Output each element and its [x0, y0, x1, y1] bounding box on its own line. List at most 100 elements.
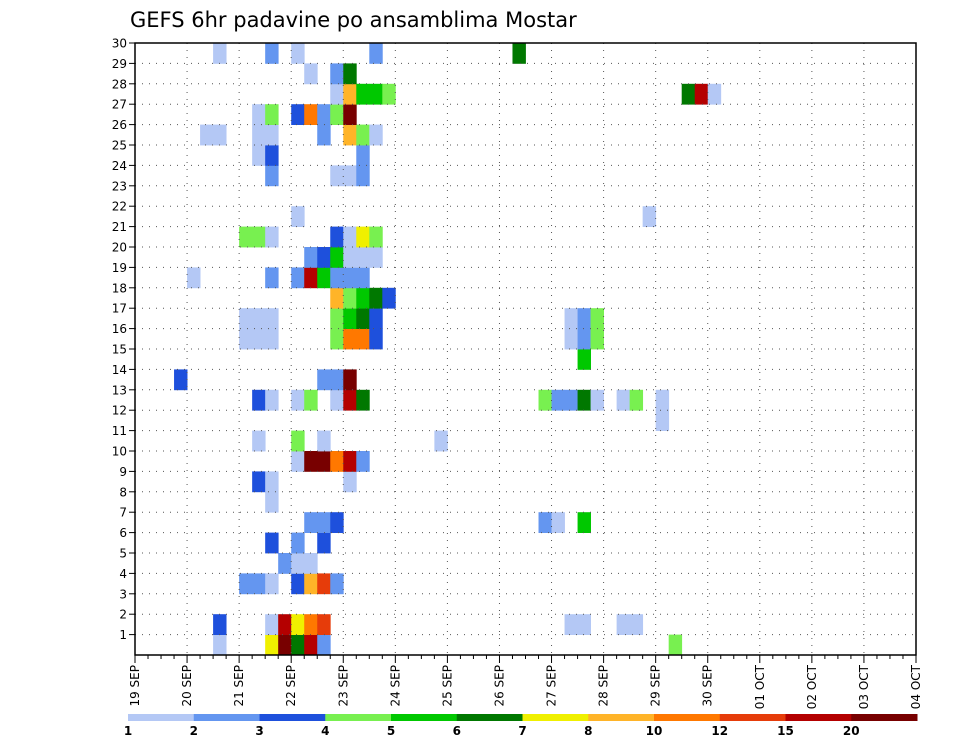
- colorbar-swatch: [785, 714, 852, 721]
- heatmap-cell: [291, 104, 305, 125]
- heatmap-cell: [551, 512, 565, 533]
- heatmap-cell: [343, 267, 357, 289]
- y-tick-label: 9: [119, 465, 127, 479]
- heatmap-cell: [577, 328, 591, 350]
- heatmap-cell: [564, 328, 578, 350]
- heatmap-cell: [291, 206, 305, 227]
- x-tick-label: 04 OCT: [909, 664, 923, 709]
- y-tick-label: 19: [112, 261, 127, 275]
- x-tick-label: 30 SEP: [701, 665, 715, 707]
- heatmap-cell: [642, 206, 657, 227]
- heatmap-cell: [343, 308, 357, 329]
- heatmap-cell: [655, 410, 670, 431]
- heatmap-cell: [343, 471, 357, 493]
- y-tick-label: 3: [119, 587, 127, 601]
- x-tick-label: 23 SEP: [336, 665, 350, 707]
- y-tick-label: 25: [112, 139, 127, 153]
- x-axis: 19 SEP 20 SEP 21 SEP 22 SEP 23 SEP 24 SEP 25 S…: [128, 655, 923, 709]
- heatmap-cell: [343, 124, 357, 146]
- heatmap-cell: [252, 573, 266, 595]
- heatmap-cell: [382, 287, 396, 309]
- heatmap-cell: [330, 63, 344, 85]
- heatmap-cell: [317, 369, 331, 391]
- chart-title: GEFS 6hr padavine po ansamblima Mostar: [130, 8, 577, 32]
- heatmap-cell: [291, 389, 305, 411]
- colorbar-label: 2: [190, 724, 198, 738]
- y-tick-label: 1: [119, 628, 127, 642]
- heatmap-cell: [577, 614, 591, 635]
- heatmap-cell: [356, 145, 370, 166]
- heatmap-cell: [343, 451, 357, 472]
- heatmap-cell: [356, 308, 370, 329]
- heatmap-cell: [616, 389, 631, 411]
- colorbar-label: 5: [387, 724, 395, 738]
- colorbar-swatch: [325, 714, 392, 721]
- heatmap-cell: [187, 267, 201, 289]
- colorbar-label: 20: [843, 724, 860, 738]
- heatmap-cell: [278, 634, 292, 656]
- heatmap-cell: [343, 287, 357, 309]
- x-tick-label: 22 SEP: [284, 665, 298, 707]
- heatmap-cell: [577, 512, 591, 533]
- colorbar-swatch: [654, 714, 721, 721]
- colorbar-swatch: [719, 714, 786, 721]
- heatmap-cell: [239, 308, 253, 329]
- heatmap-cell: [577, 308, 591, 329]
- heatmap-cell: [291, 267, 305, 289]
- heatmap-cell: [629, 614, 644, 635]
- x-tick-label: 19 SEP: [128, 665, 142, 707]
- heatmap-cell: [330, 389, 344, 411]
- heatmap-cell: [577, 389, 591, 411]
- y-tick-label: 17: [112, 302, 127, 316]
- heatmap-cell: [538, 512, 552, 533]
- x-tick-label: 27 SEP: [545, 665, 559, 707]
- heatmap-cell: [356, 267, 370, 289]
- heatmap-cell: [265, 308, 279, 329]
- heatmap-cell: [382, 83, 396, 105]
- x-tick-label: 02 OCT: [805, 664, 819, 709]
- heatmap-cell: [265, 226, 279, 248]
- heatmap-cell: [291, 553, 305, 574]
- x-tick-label: 26 SEP: [492, 665, 506, 707]
- heatmap-cell: [317, 267, 331, 289]
- heatmap-cell: [330, 369, 344, 391]
- heatmap-cell: [343, 247, 357, 268]
- heatmap-cell: [252, 389, 266, 411]
- y-tick-label: 26: [112, 118, 127, 132]
- heatmap-cell: [265, 328, 279, 350]
- heatmap-cell: [356, 451, 370, 472]
- y-tick-label: 2: [119, 608, 127, 622]
- colorbar-swatch: [851, 714, 918, 721]
- heatmap-cell: [369, 247, 383, 268]
- x-tick-label: 20 SEP: [180, 665, 194, 707]
- heatmap-cell: [317, 532, 331, 554]
- heatmap-cell: [538, 389, 552, 411]
- colorbar-swatch: [128, 714, 195, 721]
- heatmap-cell: [356, 165, 370, 187]
- heatmap-cell: [330, 247, 344, 268]
- x-tick-label: 03 OCT: [857, 664, 871, 709]
- y-tick-label: 4: [119, 567, 127, 581]
- heatmap-cell: [356, 124, 370, 146]
- heatmap-cell: [356, 328, 370, 350]
- heatmap-cell: [356, 287, 370, 309]
- y-tick-label: 5: [119, 547, 127, 561]
- x-tick-label: 28 SEP: [597, 665, 611, 707]
- x-tick-label: 25 SEP: [440, 665, 454, 707]
- heatmap-cell: [616, 614, 631, 635]
- heatmap-cell: [304, 614, 318, 635]
- colorbar-swatch: [456, 714, 523, 721]
- heatmap-cell: [551, 389, 565, 411]
- heatmap-cell: [252, 145, 266, 166]
- heatmap-cell: [291, 430, 305, 452]
- heatmap-cell: [265, 267, 279, 289]
- y-tick-label: 11: [112, 424, 127, 438]
- heatmap-cell: [330, 308, 344, 329]
- heatmap-cell: [343, 165, 357, 187]
- heatmap-cell: [265, 389, 279, 411]
- heatmap-cell: [174, 369, 188, 391]
- y-tick-label: 22: [112, 200, 127, 214]
- heatmap-cell: [213, 124, 227, 146]
- heatmap-cell: [304, 247, 318, 268]
